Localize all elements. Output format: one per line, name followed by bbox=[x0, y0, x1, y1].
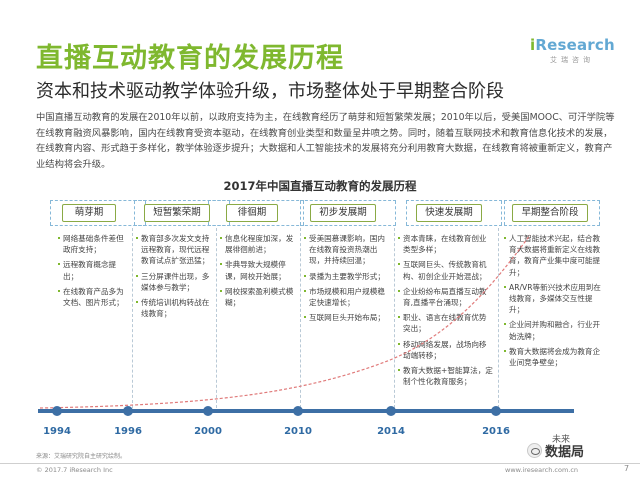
timeline-title: 2017年中国直播互动教育的发展历程 bbox=[223, 179, 417, 193]
column-separator bbox=[300, 228, 301, 408]
wechat-badge: 数据局 bbox=[527, 441, 584, 460]
list-item: 企业纷纷布局直播互动教育,直播平台涌现； bbox=[398, 286, 494, 308]
list-item: 企业间并购和融合，行业开始洗牌； bbox=[504, 319, 604, 341]
footer-divider bbox=[0, 463, 640, 464]
list-item: 在线教育产品多为文档、图片形式； bbox=[58, 286, 126, 308]
list-item: 网络基础条件差但政府支持； bbox=[58, 233, 126, 255]
list-item: 信息化程度加深，发展徘徊前进； bbox=[220, 233, 296, 255]
list-item: 录播为主要教学形式； bbox=[304, 271, 390, 282]
year-label: 2010 bbox=[284, 426, 312, 437]
column-separator bbox=[216, 228, 217, 408]
wechat-icon bbox=[527, 443, 542, 458]
phase-label-brief-boom: 短暂繁荣期 bbox=[144, 204, 210, 222]
year-marker-dot bbox=[491, 406, 501, 416]
list-item: 人工智能技术兴起，结合教育大数据将重新定义在线教育，教育产业集中度可能提升； bbox=[504, 233, 604, 278]
phase-bracket bbox=[300, 200, 396, 226]
badge-text: 数据局 bbox=[545, 445, 585, 460]
year-marker-dot bbox=[293, 406, 303, 416]
year-marker-dot bbox=[386, 406, 396, 416]
column-separator bbox=[498, 228, 499, 408]
phase-bracket bbox=[406, 200, 502, 226]
source-note: 来源：艾瑞研究院自主研究绘制。 bbox=[36, 453, 127, 460]
year-marker-dot bbox=[123, 406, 133, 416]
future-label: 未来 bbox=[552, 435, 571, 445]
year-label: 2014 bbox=[377, 426, 405, 437]
year-label: 2000 bbox=[194, 426, 222, 437]
list-item: 非典导致大规模停课，网校开始展； bbox=[220, 259, 296, 281]
list-item: 移动网络发展，战场向移动端转移； bbox=[398, 339, 494, 361]
list-item: 教育部多次发文支持远程教育，现代远程教育试点扩张迅猛； bbox=[136, 233, 212, 267]
phase-column-brief-boom: 教育部多次发文支持远程教育，现代远程教育试点扩张迅猛； 三分屏课件出现，多媒体参… bbox=[136, 233, 212, 323]
timeline-axis bbox=[38, 409, 574, 413]
column-separator bbox=[132, 228, 133, 408]
list-item: 教育大数据+智能算法，定制个性化教育服务； bbox=[398, 365, 494, 387]
phase-label-initial-growth: 初步发展期 bbox=[310, 204, 376, 222]
list-item: 互联网巨头开始布局； bbox=[304, 312, 390, 323]
page-subtitle: 资本和技术驱动教学体验升级，市场整体处于早期整合阶段 bbox=[36, 81, 504, 102]
column-separator bbox=[394, 228, 395, 408]
list-item: 远程教育概念提出； bbox=[58, 259, 126, 281]
list-item: 职业、语言在线教育优势突出； bbox=[398, 312, 494, 334]
year-label: 2016 bbox=[482, 426, 510, 437]
website-url: www.iresearch.com.cn bbox=[505, 466, 579, 474]
list-item: AR/VR等新兴技术应用到在线教育，多媒体交互性提升； bbox=[504, 282, 604, 316]
logo-wordmark: iResearch bbox=[530, 36, 615, 54]
phase-column-rapid-growth: 资本青睐，在线教育创业类型多样； 互联网巨头、传统教育机构、初创企业开始混战； … bbox=[398, 233, 494, 391]
list-item: 资本青睐，在线教育创业类型多样； bbox=[398, 233, 494, 255]
year-marker-dot bbox=[52, 406, 62, 416]
list-item: 互联网巨头、传统教育机构、初创企业开始混战； bbox=[398, 259, 494, 281]
page-number: 7 bbox=[624, 464, 630, 473]
phase-label-early-consolidation: 早期整合阶段 bbox=[512, 204, 588, 222]
phase-label-sprout: 萌芽期 bbox=[62, 204, 116, 222]
phase-column-initial-growth: 受美国慕课影响，国内在线教育投资热潮出现，并持续回温； 录播为主要教学形式； 市… bbox=[304, 233, 390, 327]
phase-label-hesitation: 徘徊期 bbox=[226, 204, 278, 222]
iresearch-logo: iResearch 艾瑞咨询 bbox=[530, 36, 615, 65]
page-title: 直播互动教育的发展历程 bbox=[36, 43, 344, 74]
phase-bracket bbox=[504, 200, 600, 226]
copyright-text: © 2017.7 iResearch Inc bbox=[36, 466, 113, 474]
year-marker-dot bbox=[203, 406, 213, 416]
phase-label-rapid-growth: 快速发展期 bbox=[416, 204, 482, 222]
phase-column-early-consolidation: 人工智能技术兴起，结合教育大数据将重新定义在线教育，教育产业集中度可能提升； A… bbox=[504, 233, 604, 372]
list-item: 三分屏课件出现，多媒体参与教学； bbox=[136, 271, 212, 293]
logo-subtitle: 艾瑞咨询 bbox=[550, 56, 594, 64]
list-item: 网校探索盈利模式模糊； bbox=[220, 286, 296, 308]
list-item: 教育大数据将会成为教育企业间竞争壁垒； bbox=[504, 346, 604, 368]
phase-column-sprout: 网络基础条件差但政府支持； 远程教育概念提出； 在线教育产品多为文档、图片形式； bbox=[58, 233, 126, 312]
list-item: 传统培训机构转战在线教育； bbox=[136, 297, 212, 319]
year-label: 1994 bbox=[43, 426, 71, 437]
year-label: 1996 bbox=[114, 426, 142, 437]
intro-paragraph: 中国直播互动教育的发展在2010年以前，以政府支持为主，在线教育经历了萌芽和短暂… bbox=[36, 112, 615, 170]
phase-column-hesitation: 信息化程度加深，发展徘徊前进； 非典导致大规模停课，网校开始展； 网校探索盈利模… bbox=[220, 233, 296, 312]
list-item: 市场规模和用户规模稳定快速增长； bbox=[304, 286, 390, 308]
list-item: 受美国慕课影响，国内在线教育投资热潮出现，并持续回温； bbox=[304, 233, 390, 267]
